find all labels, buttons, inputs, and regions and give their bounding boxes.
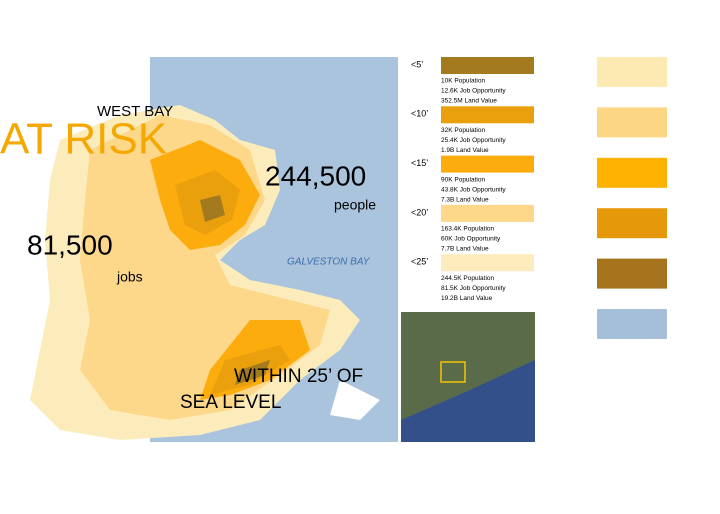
legend-stat: 10K Population: [441, 78, 485, 85]
bay-label: GALVESTON BAY: [287, 257, 371, 268]
swatch: [597, 107, 667, 138]
people-number: 244,500: [265, 160, 366, 191]
swatch: [597, 309, 667, 339]
legend-stat: 19.2B Land Value: [441, 295, 493, 302]
satellite-focus: [440, 361, 466, 383]
map: WEST BAY AT RISK 244,500 people 81,500 j…: [0, 57, 398, 442]
legend-label: <10’: [411, 109, 428, 119]
island: [330, 380, 380, 420]
legend-stat: 352.5M Land Value: [441, 98, 497, 105]
legend-stat: 81.5K Job Opportunity: [441, 285, 506, 292]
legend-stat: 1.9B Land Value: [441, 147, 489, 154]
people-label: people: [334, 197, 376, 213]
land-5: [200, 195, 270, 385]
swatch: [597, 157, 667, 188]
legend-bar: [441, 57, 534, 74]
legend-stat: 7.3B Land Value: [441, 196, 489, 203]
land-10: [175, 170, 290, 395]
map-title: AT RISK: [0, 115, 167, 164]
legend-label: <5’: [411, 59, 423, 69]
legend-stat: 12.6K Job Opportunity: [441, 88, 506, 95]
legend-bar: [441, 254, 534, 272]
caption-line: SEA LEVEL: [180, 392, 281, 413]
legend-stat: 7.7B Land Value: [441, 246, 489, 253]
swatches: [597, 57, 667, 339]
legend-stat: 244.5K Population: [441, 275, 495, 282]
legend-stat: 163.4K Population: [441, 226, 495, 233]
legend-stat: 90K Population: [441, 176, 485, 183]
legend-label: <25’: [411, 257, 428, 267]
caption-line: WITHIN 25’ OF: [234, 366, 363, 387]
legend: <5’ 10K Population 12.6K Job Opportunity 35…: [411, 57, 534, 302]
legend-label: <15’: [411, 158, 428, 168]
legend-stat: 32K Population: [441, 127, 485, 134]
jobs-label: jobs: [116, 269, 143, 285]
jobs-number: 81,500: [27, 229, 113, 260]
west-bay-label: WEST BAY: [97, 103, 173, 120]
legend-bar: [441, 204, 534, 222]
legend-stat: 25.4K Job Opportunity: [441, 137, 506, 144]
legend-bar: [441, 106, 534, 124]
legend-stat: 43.8K Job Opportunity: [441, 186, 506, 193]
legend-stat: 60K Job Opportunity: [441, 236, 501, 243]
satellite-image: [401, 312, 535, 442]
legend-label: <20’: [411, 207, 428, 217]
legend-bar: [441, 155, 534, 173]
swatch: [597, 57, 667, 87]
swatch: [597, 208, 667, 239]
satellite-sea: [401, 360, 535, 442]
swatch: [597, 258, 667, 289]
